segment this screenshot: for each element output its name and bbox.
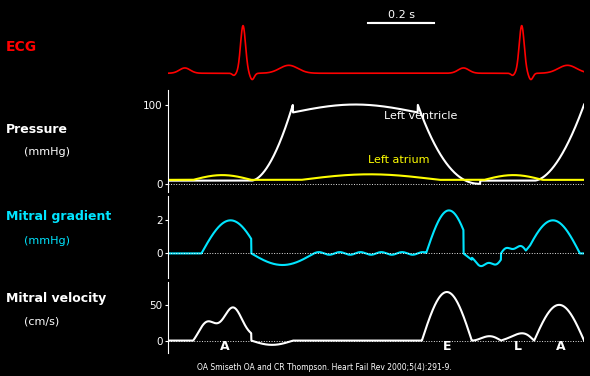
- Text: L: L: [513, 340, 522, 353]
- Text: Left atrium: Left atrium: [368, 155, 430, 165]
- Text: A: A: [556, 340, 566, 353]
- Text: E: E: [442, 340, 451, 353]
- Text: ECG: ECG: [6, 40, 37, 54]
- Text: (mmHg): (mmHg): [24, 147, 70, 157]
- Text: (cm/s): (cm/s): [24, 317, 59, 326]
- Text: Left ventricle: Left ventricle: [385, 111, 458, 121]
- Text: (mmHg): (mmHg): [24, 236, 70, 246]
- Text: OA Smiseth OA and CR Thompson. Heart Fail Rev 2000;5(4):291-9.: OA Smiseth OA and CR Thompson. Heart Fai…: [197, 363, 452, 372]
- Text: 0.2 s: 0.2 s: [388, 10, 415, 20]
- Text: Mitral gradient: Mitral gradient: [6, 210, 111, 223]
- Text: A: A: [219, 340, 229, 353]
- Text: Pressure: Pressure: [6, 123, 68, 136]
- Text: Mitral velocity: Mitral velocity: [6, 293, 106, 305]
